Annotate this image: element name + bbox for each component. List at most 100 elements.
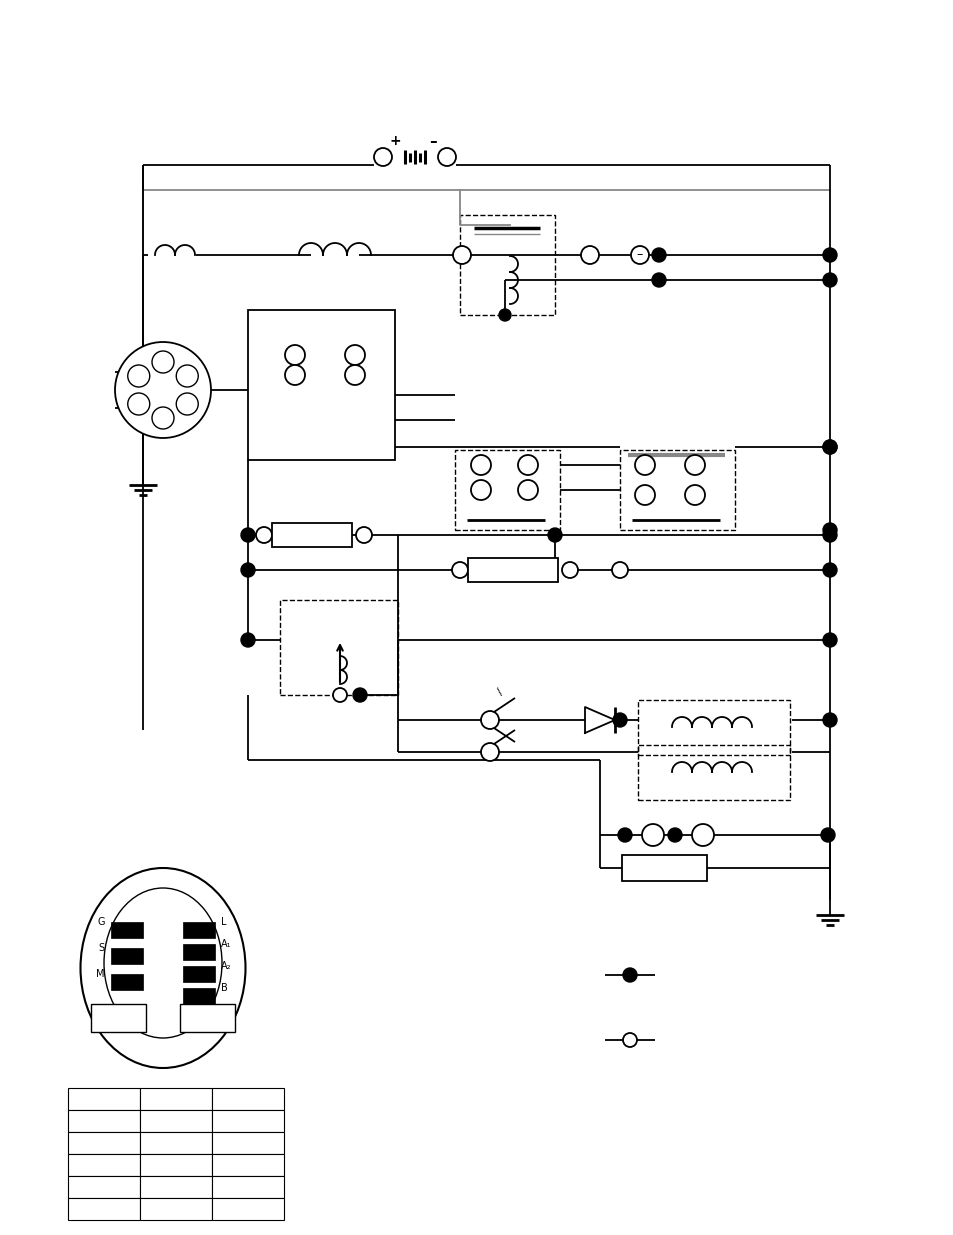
Bar [212, 1176, 284, 1198]
Circle shape [622, 1032, 637, 1047]
Circle shape [561, 562, 578, 578]
Bar [468, 558, 558, 582]
Circle shape [241, 529, 254, 542]
Circle shape [622, 968, 637, 982]
Circle shape [437, 148, 456, 165]
Bar [111, 974, 143, 990]
Bar [140, 1176, 212, 1198]
Circle shape [822, 529, 836, 542]
Circle shape [480, 743, 498, 761]
Circle shape [822, 273, 836, 287]
Bar [638, 745, 789, 800]
Circle shape [651, 248, 665, 262]
Circle shape [255, 527, 272, 543]
Circle shape [152, 408, 173, 429]
Text: –: – [429, 133, 436, 148]
Text: M: M [96, 969, 105, 979]
Circle shape [374, 148, 392, 165]
Circle shape [333, 688, 347, 701]
Bar [183, 966, 214, 982]
Circle shape [471, 454, 491, 475]
Text: B: B [221, 983, 228, 993]
Circle shape [822, 713, 836, 727]
Circle shape [517, 454, 537, 475]
Text: L: L [221, 918, 226, 927]
Bar [621, 855, 706, 881]
Bar [212, 1110, 284, 1132]
Circle shape [241, 563, 254, 577]
Circle shape [635, 485, 655, 505]
Ellipse shape [104, 888, 222, 1037]
Circle shape [452, 562, 468, 578]
Bar [68, 1132, 140, 1153]
Circle shape [580, 246, 598, 264]
Circle shape [641, 824, 663, 846]
Circle shape [115, 342, 211, 438]
Circle shape [613, 713, 626, 727]
Circle shape [691, 824, 713, 846]
Circle shape [684, 454, 704, 475]
Circle shape [641, 857, 663, 879]
Circle shape [684, 485, 704, 505]
Circle shape [241, 634, 254, 647]
Bar [91, 1004, 146, 1032]
Circle shape [176, 393, 198, 415]
Circle shape [353, 688, 367, 701]
Circle shape [355, 527, 372, 543]
Bar [140, 1132, 212, 1153]
Bar [619, 450, 734, 530]
Bar [280, 600, 397, 695]
Circle shape [547, 529, 561, 542]
Circle shape [517, 480, 537, 500]
Text: +: + [389, 135, 400, 148]
Circle shape [285, 366, 305, 385]
Bar [68, 1176, 140, 1198]
Circle shape [630, 246, 648, 264]
Circle shape [285, 345, 305, 366]
Circle shape [822, 440, 836, 454]
Bar [263, 320, 385, 390]
Bar [111, 948, 143, 965]
Bar [248, 310, 395, 459]
Circle shape [618, 827, 631, 842]
Circle shape [635, 454, 655, 475]
Bar [140, 1088, 212, 1110]
Bar [68, 1088, 140, 1110]
Text: S: S [99, 944, 105, 953]
Circle shape [651, 273, 665, 287]
Bar [455, 450, 559, 530]
Text: A₂: A₂ [221, 961, 232, 971]
Circle shape [176, 366, 198, 387]
Circle shape [480, 711, 498, 729]
Circle shape [498, 309, 511, 321]
Text: A₁: A₁ [221, 939, 232, 948]
Circle shape [471, 480, 491, 500]
Bar [212, 1088, 284, 1110]
Bar [183, 944, 214, 960]
Bar [212, 1153, 284, 1176]
Ellipse shape [80, 868, 245, 1068]
Bar [111, 923, 143, 939]
Bar [140, 1198, 212, 1220]
Circle shape [821, 827, 834, 842]
Circle shape [822, 440, 836, 454]
Circle shape [345, 366, 365, 385]
Bar [459, 215, 555, 315]
Text: –: – [637, 248, 642, 262]
Circle shape [612, 562, 627, 578]
Circle shape [128, 366, 150, 387]
Bar [638, 700, 789, 755]
Bar [272, 522, 352, 547]
Circle shape [453, 246, 471, 264]
Bar [183, 923, 214, 939]
Circle shape [822, 634, 836, 647]
Bar [183, 988, 214, 1004]
Bar [212, 1132, 284, 1153]
Bar [140, 1110, 212, 1132]
Circle shape [128, 393, 150, 415]
Circle shape [822, 563, 836, 577]
Bar [180, 1004, 234, 1032]
Circle shape [152, 351, 173, 373]
Text: /: / [495, 687, 504, 697]
Circle shape [667, 827, 681, 842]
